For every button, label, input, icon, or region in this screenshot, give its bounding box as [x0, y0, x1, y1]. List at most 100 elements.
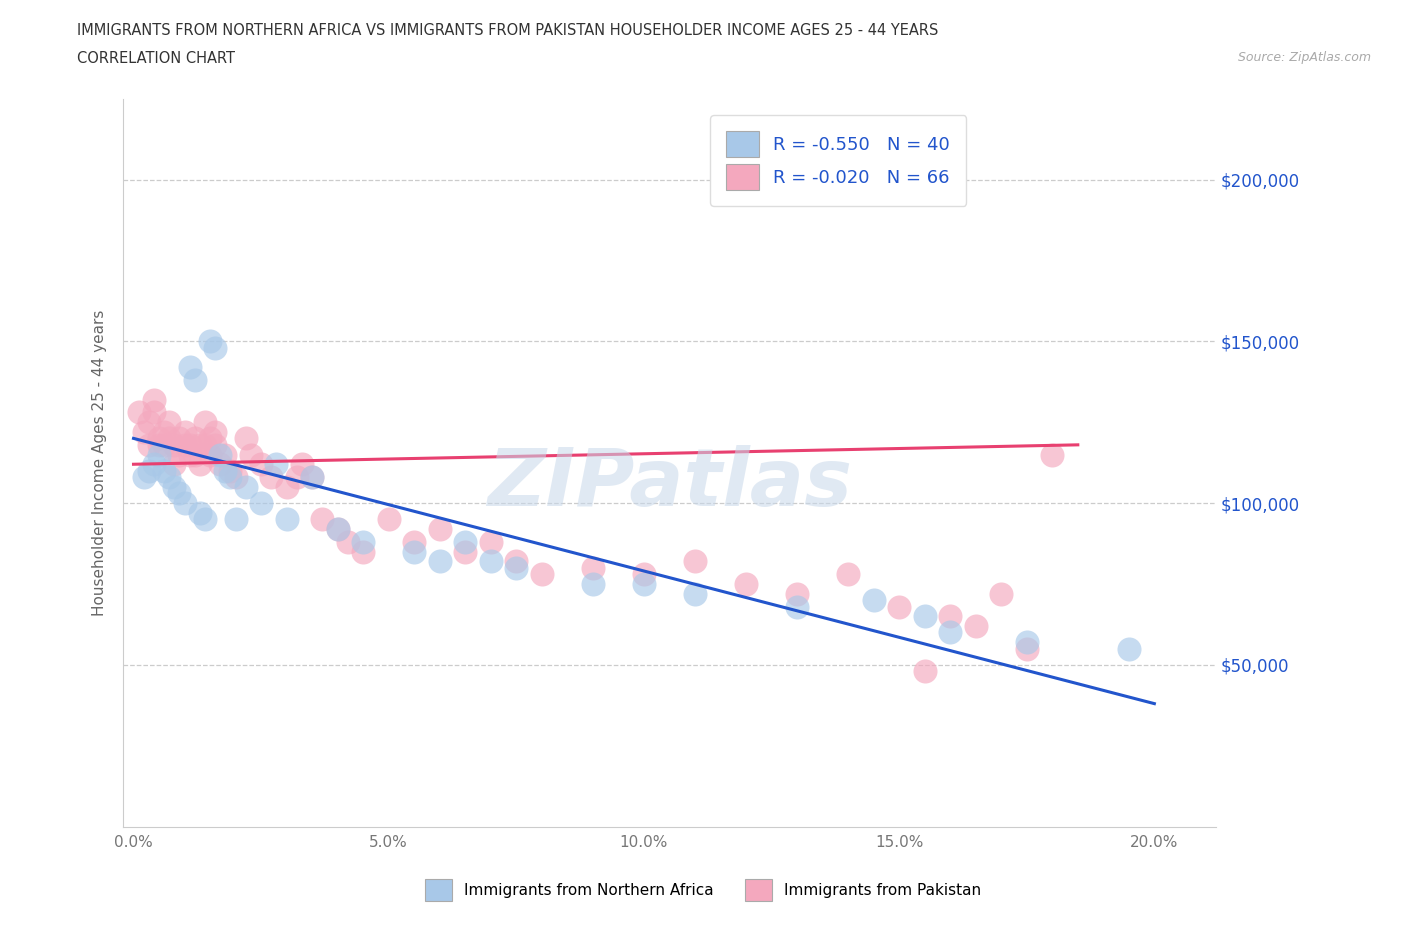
- Point: [219, 463, 242, 478]
- Point: [163, 480, 186, 495]
- Point: [1015, 641, 1038, 656]
- Point: [735, 577, 758, 591]
- Point: [157, 431, 180, 445]
- Point: [301, 470, 323, 485]
- Point: [250, 457, 273, 472]
- Point: [1118, 641, 1140, 656]
- Point: [311, 512, 333, 526]
- Point: [235, 431, 257, 445]
- Point: [198, 334, 221, 349]
- Point: [153, 463, 176, 478]
- Point: [429, 522, 451, 537]
- Point: [128, 405, 150, 420]
- Point: [939, 609, 962, 624]
- Point: [209, 447, 232, 462]
- Point: [188, 457, 211, 472]
- Point: [633, 566, 655, 581]
- Point: [153, 424, 176, 439]
- Point: [194, 415, 217, 430]
- Point: [184, 373, 207, 388]
- Point: [582, 561, 605, 576]
- Point: [939, 625, 962, 640]
- Point: [479, 535, 502, 550]
- Point: [188, 505, 211, 520]
- Point: [352, 544, 374, 559]
- Point: [276, 480, 298, 495]
- Point: [582, 577, 605, 591]
- Point: [163, 437, 186, 452]
- Point: [179, 437, 201, 452]
- Point: [889, 599, 911, 614]
- Point: [153, 437, 176, 452]
- Point: [479, 554, 502, 569]
- Point: [301, 470, 323, 485]
- Point: [454, 535, 477, 550]
- Point: [352, 535, 374, 550]
- Point: [209, 457, 232, 472]
- Point: [148, 437, 170, 452]
- Text: Source: ZipAtlas.com: Source: ZipAtlas.com: [1237, 51, 1371, 64]
- Text: ZIPatlas: ZIPatlas: [486, 445, 852, 524]
- Point: [184, 447, 207, 462]
- Point: [914, 664, 936, 679]
- Point: [194, 437, 217, 452]
- Point: [291, 457, 314, 472]
- Point: [132, 470, 155, 485]
- Point: [142, 457, 165, 472]
- Legend: Immigrants from Northern Africa, Immigrants from Pakistan: Immigrants from Northern Africa, Immigra…: [412, 867, 994, 913]
- Point: [204, 340, 226, 355]
- Point: [132, 424, 155, 439]
- Point: [138, 415, 160, 430]
- Legend: R = -0.550   N = 40, R = -0.020   N = 66: R = -0.550 N = 40, R = -0.020 N = 66: [710, 115, 966, 206]
- Point: [404, 544, 426, 559]
- Point: [169, 431, 191, 445]
- Point: [173, 437, 195, 452]
- Point: [404, 535, 426, 550]
- Point: [786, 586, 808, 601]
- Point: [142, 392, 165, 407]
- Point: [786, 599, 808, 614]
- Point: [965, 618, 987, 633]
- Point: [683, 586, 706, 601]
- Point: [276, 512, 298, 526]
- Point: [837, 566, 859, 581]
- Point: [157, 470, 180, 485]
- Point: [266, 457, 288, 472]
- Y-axis label: Householder Income Ages 25 - 44 years: Householder Income Ages 25 - 44 years: [93, 310, 107, 616]
- Point: [633, 577, 655, 591]
- Point: [204, 424, 226, 439]
- Point: [429, 554, 451, 569]
- Point: [148, 431, 170, 445]
- Point: [225, 470, 247, 485]
- Point: [142, 405, 165, 420]
- Point: [214, 447, 236, 462]
- Point: [683, 554, 706, 569]
- Point: [188, 437, 211, 452]
- Point: [285, 470, 308, 485]
- Point: [138, 463, 160, 478]
- Point: [225, 512, 247, 526]
- Point: [1015, 635, 1038, 650]
- Text: IMMIGRANTS FROM NORTHERN AFRICA VS IMMIGRANTS FROM PAKISTAN HOUSEHOLDER INCOME A: IMMIGRANTS FROM NORTHERN AFRICA VS IMMIG…: [77, 23, 939, 38]
- Point: [235, 480, 257, 495]
- Point: [454, 544, 477, 559]
- Point: [169, 447, 191, 462]
- Point: [194, 512, 217, 526]
- Point: [250, 496, 273, 511]
- Point: [173, 424, 195, 439]
- Point: [914, 609, 936, 624]
- Point: [219, 470, 242, 485]
- Point: [260, 470, 283, 485]
- Point: [1040, 447, 1063, 462]
- Point: [157, 415, 180, 430]
- Point: [179, 360, 201, 375]
- Point: [377, 512, 399, 526]
- Point: [184, 431, 207, 445]
- Point: [179, 447, 201, 462]
- Point: [530, 566, 553, 581]
- Point: [204, 437, 226, 452]
- Point: [990, 586, 1012, 601]
- Point: [138, 437, 160, 452]
- Point: [163, 457, 186, 472]
- Point: [173, 496, 195, 511]
